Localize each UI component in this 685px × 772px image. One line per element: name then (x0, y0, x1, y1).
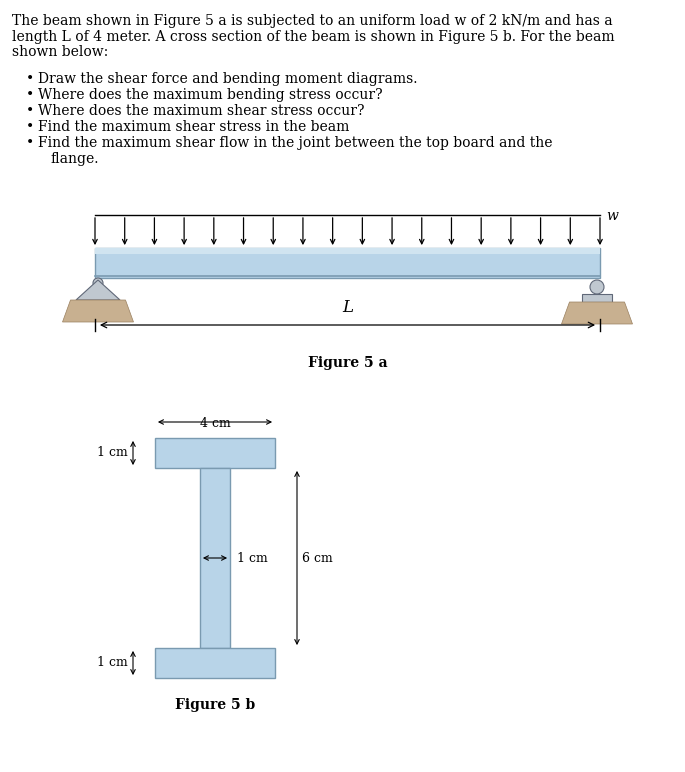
Circle shape (93, 278, 103, 288)
Text: •: • (26, 136, 34, 150)
Text: Figure 5 a: Figure 5 a (308, 356, 387, 370)
Text: shown below:: shown below: (12, 45, 108, 59)
Text: Find the maximum shear stress in the beam: Find the maximum shear stress in the bea… (38, 120, 349, 134)
Polygon shape (562, 302, 632, 324)
Bar (155, 648, 275, 678)
Polygon shape (76, 280, 120, 300)
Text: •: • (26, 104, 34, 118)
Text: •: • (26, 88, 34, 102)
Bar (200, 468, 230, 648)
Text: •: • (26, 120, 34, 134)
Text: 1 cm: 1 cm (237, 551, 268, 564)
Polygon shape (62, 300, 134, 322)
Text: The beam shown in Figure 5 a is subjected to an uniform load w of 2 kN/m and has: The beam shown in Figure 5 a is subjecte… (12, 14, 612, 28)
Text: Find the maximum shear flow in the joint between the top board and the: Find the maximum shear flow in the joint… (38, 136, 553, 150)
Circle shape (590, 280, 604, 294)
Text: L: L (342, 299, 353, 316)
Text: flange.: flange. (50, 152, 99, 166)
Text: 6 cm: 6 cm (302, 551, 333, 564)
Text: 1 cm: 1 cm (97, 656, 128, 669)
Bar (582, 294, 612, 302)
Text: Where does the maximum bending stress occur?: Where does the maximum bending stress oc… (38, 88, 383, 102)
Bar (95, 248, 600, 278)
Text: length L of 4 meter. A cross section of the beam is shown in Figure 5 b. For the: length L of 4 meter. A cross section of … (12, 29, 614, 43)
Text: •: • (26, 72, 34, 86)
Text: Draw the shear force and bending moment diagrams.: Draw the shear force and bending moment … (38, 72, 417, 86)
Text: 1 cm: 1 cm (97, 446, 128, 459)
Text: Where does the maximum shear stress occur?: Where does the maximum shear stress occu… (38, 104, 364, 118)
Text: w: w (606, 209, 618, 223)
Text: 4 cm: 4 cm (199, 417, 230, 430)
Bar (155, 438, 275, 468)
Bar (95, 248, 600, 254)
Text: Figure 5 b: Figure 5 b (175, 698, 255, 712)
